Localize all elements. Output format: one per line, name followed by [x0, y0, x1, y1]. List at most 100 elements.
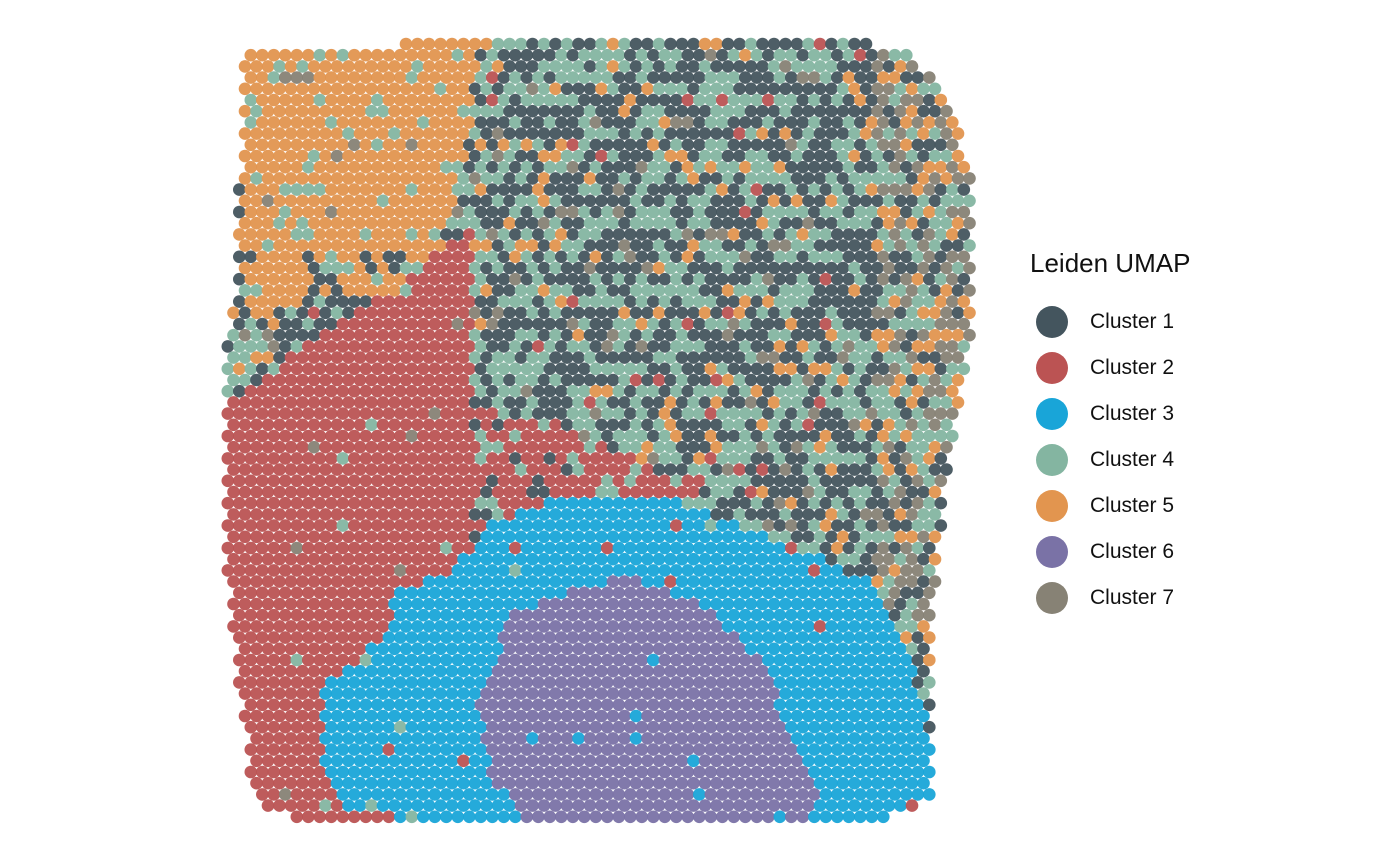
spot-cluster-6	[733, 776, 746, 790]
spot-cluster-7	[802, 485, 815, 499]
spot-cluster-3	[451, 586, 465, 600]
spot-cluster-1	[831, 384, 844, 398]
spot-cluster-5	[290, 295, 304, 308]
spot-cluster-2	[555, 429, 568, 443]
spot-cluster-3	[698, 597, 712, 611]
spot-cluster-1	[865, 160, 879, 174]
spot-cluster-7	[635, 340, 649, 353]
spot-cluster-6	[555, 788, 568, 801]
spot-cluster-3	[647, 496, 660, 510]
spot-cluster-4	[842, 160, 856, 174]
spot-cluster-1	[721, 396, 735, 409]
spot-cluster-1	[273, 306, 286, 320]
spot-cluster-3	[440, 676, 453, 689]
spot-cluster-6	[583, 687, 597, 700]
spot-cluster-5	[296, 194, 309, 208]
spot-cluster-4	[882, 485, 896, 499]
spot-cluster-1	[629, 82, 643, 96]
spot-cluster-1	[698, 418, 712, 432]
spot-cluster-2	[244, 720, 258, 734]
spot-cluster-4	[440, 541, 453, 555]
spot-cluster-4	[894, 82, 907, 96]
spot-cluster-3	[641, 575, 654, 588]
spot-cluster-1	[555, 250, 568, 264]
spot-cluster-6	[520, 631, 534, 644]
spot-cluster-6	[687, 597, 700, 611]
spot-cluster-5	[376, 261, 390, 275]
spot-cluster-2	[371, 608, 384, 622]
spot-cluster-1	[635, 250, 649, 264]
spot-cluster-2	[261, 575, 275, 588]
spot-cluster-1	[825, 485, 838, 499]
spot-cluster-2	[273, 642, 286, 656]
spot-cluster-1	[618, 418, 631, 432]
spot-cluster-3	[394, 788, 407, 801]
spot-cluster-3	[612, 496, 626, 510]
spot-cluster-6	[698, 799, 712, 812]
spot-cluster-2	[325, 541, 338, 555]
spot-cluster-1	[744, 306, 758, 320]
spot-cluster-2	[250, 620, 263, 633]
spot-cluster-1	[710, 508, 723, 521]
spot-cluster-3	[618, 552, 631, 566]
spot-cluster-6	[687, 687, 700, 700]
spot-cluster-6	[704, 720, 718, 734]
spot-cluster-3	[727, 564, 741, 577]
spot-cluster-4	[882, 172, 896, 185]
spot-cluster-5	[877, 71, 890, 84]
spot-cluster-3	[348, 698, 361, 712]
spot-cluster-1	[796, 429, 810, 443]
spot-cluster-7	[882, 552, 896, 566]
spot-cluster-3	[474, 810, 488, 824]
spot-cluster-6	[601, 653, 614, 667]
spot-cluster-2	[451, 384, 465, 398]
spot-cluster-3	[325, 743, 338, 756]
spot-cluster-1	[790, 37, 804, 51]
spot-cluster-4	[509, 384, 522, 398]
spot-cluster-7	[624, 250, 637, 264]
spot-cluster-2	[583, 485, 597, 499]
spot-cluster-2	[376, 351, 390, 364]
spot-cluster-2	[244, 519, 258, 532]
spot-cluster-6	[675, 754, 689, 768]
spot-cluster-3	[721, 530, 735, 544]
spot-cluster-2	[376, 620, 390, 633]
spot-cluster-4	[618, 172, 631, 185]
spot-cluster-1	[894, 597, 907, 611]
spot-cluster-1	[762, 452, 775, 465]
spot-cluster-5	[434, 127, 447, 140]
spot-cluster-5	[422, 172, 436, 185]
spot-cluster-1	[675, 306, 689, 320]
spot-cluster-1	[934, 362, 948, 376]
spot-cluster-5	[727, 228, 741, 241]
spot-cluster-6	[595, 754, 608, 768]
spot-cluster-2	[394, 429, 407, 443]
spot-cluster-3	[790, 687, 804, 700]
spot-cluster-2	[330, 440, 344, 454]
spot-cluster-1	[624, 407, 637, 420]
spot-cluster-2	[279, 362, 292, 376]
spot-cluster-5	[359, 93, 373, 107]
spot-cluster-2	[307, 418, 321, 432]
spot-cluster-6	[762, 765, 775, 779]
spot-cluster-4	[474, 160, 488, 174]
spot-cluster-5	[411, 194, 424, 208]
spot-cluster-1	[762, 183, 775, 196]
spot-cluster-1	[836, 60, 850, 73]
spot-cluster-5	[279, 272, 292, 286]
spot-cluster-5	[422, 60, 436, 73]
spot-cluster-4	[589, 48, 603, 62]
spot-cluster-3	[325, 676, 338, 689]
spot-cluster-2	[411, 306, 424, 320]
spot-cluster-3	[779, 709, 792, 723]
spot-cluster-2	[428, 272, 442, 286]
spot-cluster-6	[543, 653, 557, 667]
spot-cluster-2	[325, 631, 338, 644]
spot-cluster-1	[647, 295, 660, 308]
spot-cluster-4	[894, 172, 907, 185]
spot-cluster-3	[905, 732, 919, 745]
spot-cluster-7	[894, 485, 907, 499]
spot-cluster-5	[859, 127, 873, 140]
spot-cluster-3	[434, 732, 447, 745]
legend-item-cluster-2: Cluster 2	[1030, 345, 1190, 391]
